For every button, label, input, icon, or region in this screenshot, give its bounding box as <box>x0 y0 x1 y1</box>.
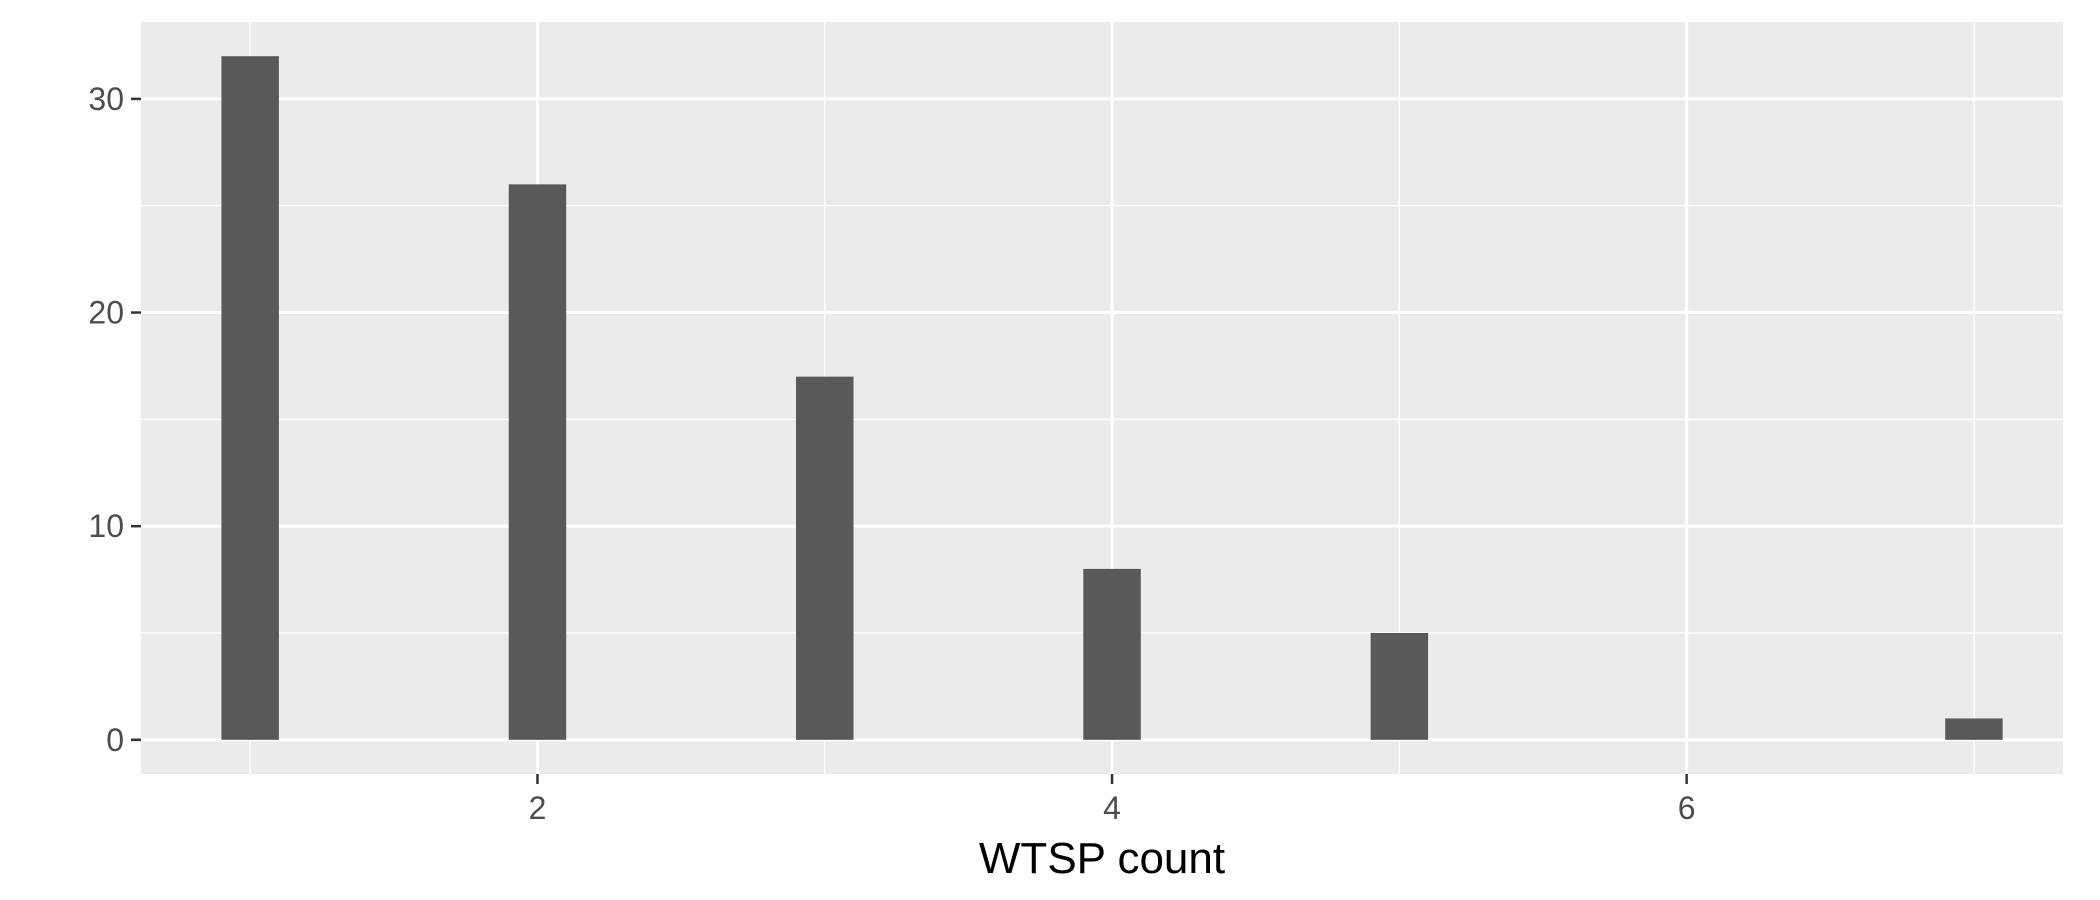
x-tick-label: 2 <box>529 790 547 826</box>
y-axis: 0 10 20 30 <box>88 81 141 758</box>
x-tick-label: 6 <box>1678 790 1696 826</box>
bar-x-3 <box>796 376 854 740</box>
y-tick-label: 0 <box>106 722 124 758</box>
x-axis: 2 4 6 <box>529 774 1696 826</box>
bar-x-1 <box>221 56 279 740</box>
bar-x-5 <box>1370 633 1429 740</box>
y-tick-label: 30 <box>88 81 124 117</box>
y-tick-label: 20 <box>88 295 124 331</box>
bar-x-4 <box>1083 568 1141 740</box>
x-axis-title: WTSP count <box>979 834 1225 883</box>
bar-x-2 <box>508 184 567 740</box>
bar-x-7 <box>1945 718 2003 740</box>
bars <box>221 56 2003 740</box>
y-tick-label: 10 <box>88 508 124 544</box>
x-tick-label: 4 <box>1103 790 1121 826</box>
